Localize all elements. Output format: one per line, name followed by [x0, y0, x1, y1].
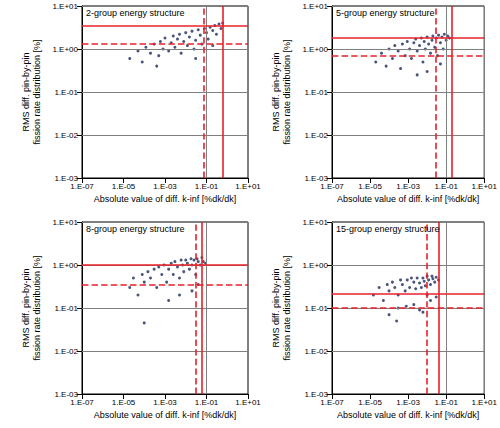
svg-text:1.E-03: 1.E-03: [304, 389, 328, 399]
svg-text:1.E-01: 1.E-01: [304, 304, 328, 313]
svg-text:RMS diff. pin-by-pin: RMS diff. pin-by-pin: [271, 53, 281, 132]
svg-text:1.E+00: 1.E+00: [52, 261, 78, 270]
svg-text:1.E-05: 1.E-05: [112, 398, 136, 407]
svg-text:RMS diff. pin-by-pin: RMS diff. pin-by-pin: [271, 269, 281, 348]
svg-text:fission rate distribution [%]: fission rate distribution [%]: [282, 255, 292, 360]
svg-text:1.E+01: 1.E+01: [302, 2, 328, 11]
svg-text:Absolute value of diff. k-inf: Absolute value of diff. k-inf [%dk/dk]: [337, 410, 479, 420]
svg-text:1.E-07: 1.E-07: [320, 398, 344, 407]
svg-text:1.E+00: 1.E+00: [302, 45, 328, 54]
svg-text:1.E-03: 1.E-03: [54, 173, 78, 183]
svg-text:1.E-05: 1.E-05: [358, 398, 382, 407]
svg-text:1.E+01: 1.E+01: [52, 218, 78, 227]
svg-text:Absolute value of diff. k-inf: Absolute value of diff. k-inf [%dk/dk]: [94, 410, 236, 420]
svg-text:1.E-03: 1.E-03: [396, 398, 420, 407]
svg-text:15-group energy structure: 15-group energy structure: [336, 224, 440, 234]
svg-text:1.E-01: 1.E-01: [304, 88, 328, 97]
svg-text:2-group energy structure: 2-group energy structure: [86, 8, 185, 18]
svg-text:fission rate distribution [%]: fission rate distribution [%]: [282, 39, 292, 144]
svg-text:1.E+01: 1.E+01: [52, 2, 78, 11]
svg-text:RMS diff. pin-by-pin: RMS diff. pin-by-pin: [21, 269, 31, 348]
svg-text:1.E-05: 1.E-05: [358, 182, 382, 191]
svg-text:1.E-01: 1.E-01: [195, 398, 219, 407]
svg-text:1.E-02: 1.E-02: [54, 131, 78, 140]
svg-text:1.E+01: 1.E+01: [302, 218, 328, 227]
svg-text:1.E-05: 1.E-05: [112, 182, 136, 191]
svg-text:1.E+01: 1.E+01: [235, 398, 261, 407]
svg-text:1.E-01: 1.E-01: [54, 304, 78, 313]
svg-text:1.E-03: 1.E-03: [54, 389, 78, 399]
svg-text:1.E+01: 1.E+01: [235, 182, 261, 191]
svg-text:fission rate distribution [%]: fission rate distribution [%]: [32, 255, 42, 360]
svg-text:8-group energy structure: 8-group energy structure: [86, 224, 185, 234]
svg-text:1.E-01: 1.E-01: [434, 182, 458, 191]
svg-text:1.E-03: 1.E-03: [304, 173, 328, 183]
svg-text:1.E-02: 1.E-02: [304, 131, 328, 140]
svg-text:1.E-02: 1.E-02: [304, 347, 328, 356]
svg-text:fission rate distribution [%]: fission rate distribution [%]: [32, 39, 42, 144]
svg-text:1.E+00: 1.E+00: [52, 45, 78, 54]
svg-text:1.E-01: 1.E-01: [434, 398, 458, 407]
svg-text:Absolute value of diff. k-inf: Absolute value of diff. k-inf [%dk/dk]: [337, 194, 479, 204]
svg-text:RMS diff. pin-by-pin: RMS diff. pin-by-pin: [21, 53, 31, 132]
svg-text:1.E-03: 1.E-03: [153, 182, 177, 191]
svg-text:1.E-01: 1.E-01: [54, 88, 78, 97]
svg-text:1.E+00: 1.E+00: [302, 261, 328, 270]
svg-text:1.E-01: 1.E-01: [195, 182, 219, 191]
svg-text:1.E-07: 1.E-07: [70, 398, 94, 407]
svg-text:5-group energy structure: 5-group energy structure: [336, 8, 435, 18]
svg-text:1.E+01: 1.E+01: [471, 182, 497, 191]
svg-text:1.E-07: 1.E-07: [320, 182, 344, 191]
svg-text:1.E-03: 1.E-03: [153, 398, 177, 407]
svg-text:1.E+01: 1.E+01: [471, 398, 497, 407]
svg-text:1.E-03: 1.E-03: [396, 182, 420, 191]
svg-text:1.E-02: 1.E-02: [54, 347, 78, 356]
svg-text:1.E-07: 1.E-07: [70, 182, 94, 191]
svg-text:Absolute value of diff. k-inf: Absolute value of diff. k-inf [%dk/dk]: [94, 194, 236, 204]
